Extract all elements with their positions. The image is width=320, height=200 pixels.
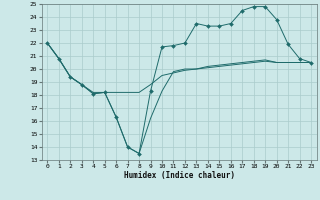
X-axis label: Humidex (Indice chaleur): Humidex (Indice chaleur) [124, 171, 235, 180]
